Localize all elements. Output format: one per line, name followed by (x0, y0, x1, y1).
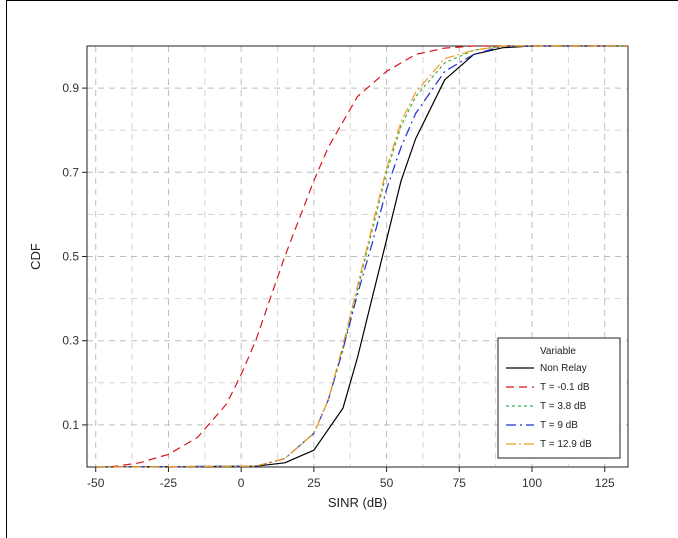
x-axis-title: SINR (dB) (328, 495, 387, 510)
series-line-0 (95, 45, 628, 468)
legend-entry-3: T = 9 dB (540, 420, 578, 431)
series-line-2 (95, 45, 628, 468)
x-tick-label: 75 (453, 476, 467, 490)
legend: Variable Non Relay T = -0.1 dB T = 3.8 dB T… (497, 337, 621, 459)
x-tick-label: 25 (307, 476, 321, 490)
y-tick-label: 0.5 (62, 250, 79, 264)
series-line-1 (110, 45, 628, 468)
x-tick-label: 50 (380, 476, 394, 490)
figure-frame-top (6, 0, 678, 1)
y-tick-label: 0.9 (62, 81, 79, 95)
y-tick-label: 0.3 (62, 334, 79, 348)
x-tick-label: -25 (160, 476, 178, 490)
x-tick-label: 125 (595, 476, 615, 490)
y-axis-title: CDF (28, 243, 43, 270)
legend-entry-2: T = 3.8 dB (540, 401, 587, 412)
legend-entry-4: T = 12.9 dB (540, 439, 592, 450)
x-tick-label: 100 (522, 476, 542, 490)
x-tick-label: 0 (238, 476, 245, 490)
legend-box (497, 337, 621, 459)
series-layer (95, 45, 628, 468)
x-tick-label: -50 (87, 476, 105, 490)
legend-title: Variable (540, 346, 576, 357)
y-tick-label: 0.7 (62, 165, 79, 179)
series-line-4 (95, 45, 628, 468)
y-tick-label: 0.1 (62, 418, 79, 432)
legend-entry-0: Non Relay (540, 363, 587, 374)
legend-entry-1: T = -0.1 dB (540, 382, 590, 393)
figure-frame-left (6, 0, 7, 538)
tick-layer: -50 -25 0 25 50 75 100 125 0.1 0.3 0.5 0.7 0.9 (62, 81, 615, 490)
